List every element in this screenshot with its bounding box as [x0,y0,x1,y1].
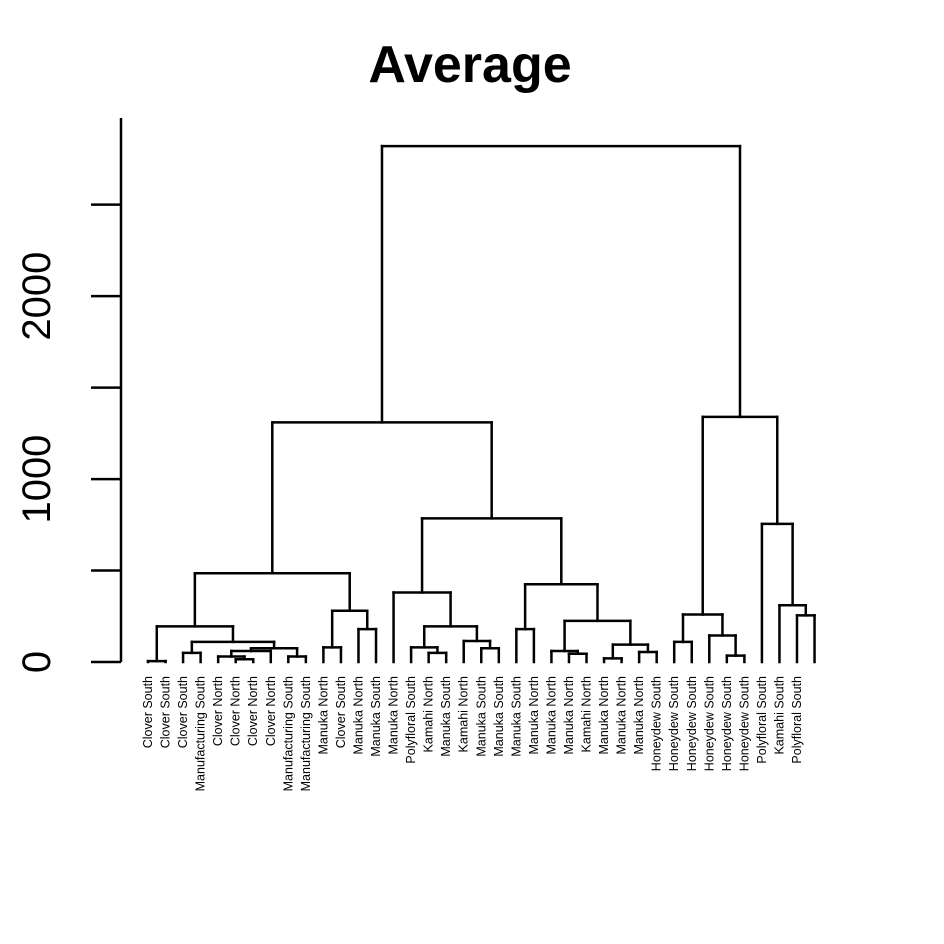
leaf-label: Manuka North [544,676,558,755]
leaf-label: Clover South [159,676,173,748]
leaf-label: Manuka South [439,676,453,757]
leaf-label: Manuka North [527,676,541,755]
leaf-label: Polyfloral South [790,676,804,764]
leaf-label: Clover South [176,676,190,748]
leaf-label: Polyfloral South [755,676,769,764]
leaf-label: Manuka North [632,676,646,755]
leaf-label: Honeydew South [650,676,664,771]
y-tick-label: 0 [15,651,59,673]
y-axis: 0 1000 2000 [15,118,123,673]
dendrogram-links [146,144,816,664]
leaf-label: Honeydew South [667,676,681,771]
leaf-label: Manufacturing South [281,676,295,791]
leaf-label: Manuka North [316,676,330,755]
leaf-label: Manuka South [369,676,383,757]
leaf-label: Kamahi South [772,676,786,755]
leaf-label: Honeydew South [702,676,716,771]
chart-title: Average [368,36,571,94]
leaf-label: Clover South [141,676,155,748]
leaf-label: Manufacturing South [299,676,313,791]
leaf-label: Manuka South [509,676,523,757]
leaf-label: Kamahi North [457,676,471,752]
leaf-label: Clover North [246,676,260,746]
y-tick-label: 1000 [15,435,59,524]
leaf-label: Kamahi North [422,676,436,752]
leaf-label: Clover North [229,676,243,746]
leaf-label: Clover North [211,676,225,746]
leaf-label: Honeydew South [737,676,751,771]
y-tick-label: 2000 [15,252,59,341]
leaf-label: Manuka North [597,676,611,755]
leaf-label: Clover North [264,676,278,746]
leaf-label: Honeydew South [720,676,734,771]
leaf-label: Clover South [334,676,348,748]
leaf-label: Manufacturing South [194,676,208,791]
leaf-label: Manuka North [387,676,401,755]
leaf-label: Manuka North [615,676,629,755]
leaf-label: Honeydew South [685,676,699,771]
leaf-labels: Clover South Clover South Clover South Manu… [141,676,804,791]
leaf-label: Manuka South [492,676,506,757]
leaf-label: Kamahi North [580,676,594,752]
leaf-label: Manuka North [562,676,576,755]
leaf-label: Polyfloral South [404,676,418,764]
leaf-label: Manuka North [351,676,365,755]
leaf-label: Manuka South [474,676,488,757]
